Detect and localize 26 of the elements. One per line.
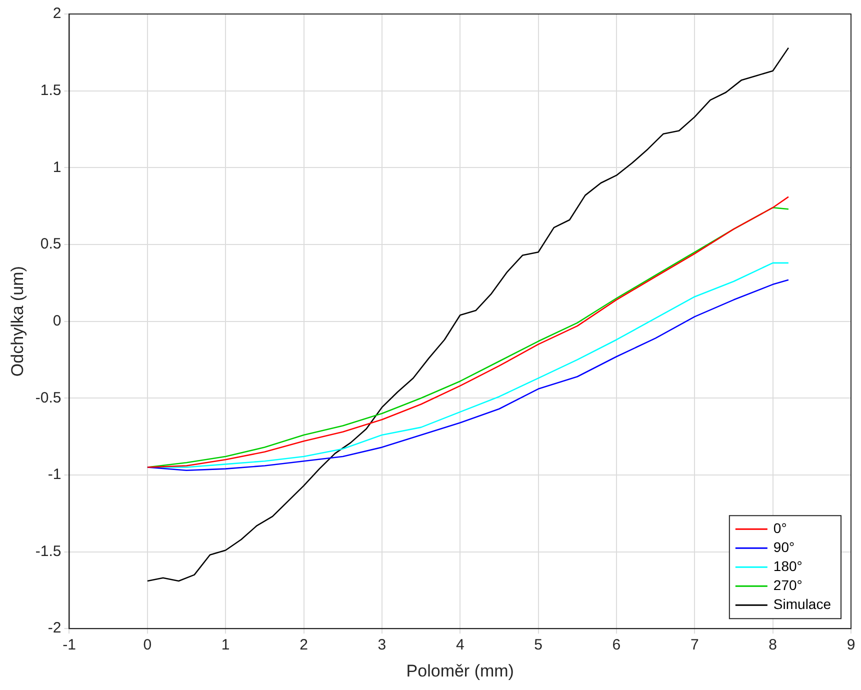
legend-label: 180° <box>773 558 802 574</box>
y-tick-label: -1 <box>48 466 62 484</box>
legend-label: 0° <box>773 520 787 536</box>
y-tick-label: 0 <box>52 312 62 330</box>
y-tick-label: 1.5 <box>40 82 62 99</box>
x-tick-label: 5 <box>534 636 542 654</box>
x-tick-label: 4 <box>456 636 464 654</box>
x-tick-label: 6 <box>612 636 621 654</box>
legend-label: Simulace <box>773 596 832 612</box>
x-tick-label: 0 <box>143 636 152 654</box>
x-tick-label: 1 <box>221 636 230 654</box>
y-tick-label: -0.5 <box>35 389 62 406</box>
x-tick-label: 7 <box>690 636 699 654</box>
y-tick-label: 0.5 <box>40 236 62 253</box>
y-tick-label: -2 <box>48 620 62 637</box>
x-tick-label: 9 <box>846 636 856 654</box>
y-tick-label: -1.5 <box>35 542 62 560</box>
legend-label: 270° <box>773 576 802 593</box>
y-tick-label: 2 <box>52 5 62 22</box>
y-tick-label: 1 <box>52 158 62 176</box>
y-axis-title: Odchylka (um) <box>8 266 27 377</box>
x-tick-label: 2 <box>300 636 308 654</box>
x-tick-label: 3 <box>378 636 386 654</box>
x-tick-label: 8 <box>768 636 777 654</box>
x-axis-title: Poloměr (mm) <box>406 661 514 680</box>
legend-label: 90° <box>773 538 795 555</box>
